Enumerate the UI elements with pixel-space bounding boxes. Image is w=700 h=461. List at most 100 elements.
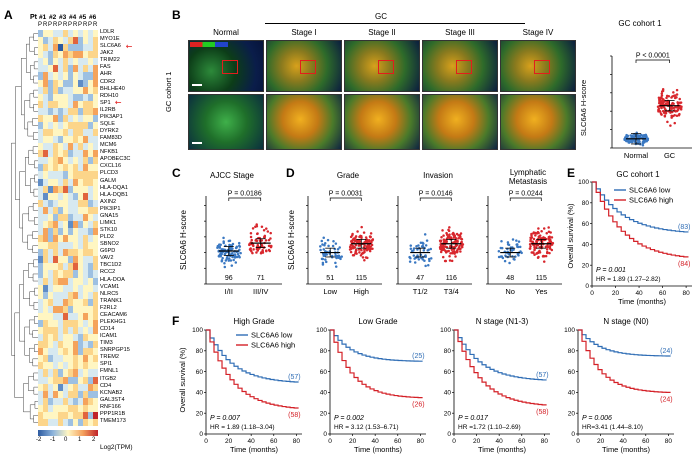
- heatmap-cell: [38, 291, 43, 299]
- gene-label: PIK3AP1: [100, 113, 123, 120]
- y-tick-label: 0: [199, 431, 203, 438]
- x-tick-label: 40: [248, 438, 256, 445]
- heatmap-cell: [93, 362, 98, 370]
- data-point: [354, 235, 358, 238]
- heatmap-cell: [53, 327, 58, 335]
- heatmap-cell: [53, 107, 58, 116]
- data-point: [323, 243, 326, 247]
- data-point: [370, 243, 374, 247]
- heatmap-cell: [88, 185, 93, 193]
- y-axis-label: Overall survival (%): [178, 347, 187, 413]
- heatmap-cell: [83, 136, 88, 144]
- heatmap-cell: [48, 37, 53, 45]
- sample-label: P: [88, 22, 93, 28]
- heatmap-cell: [53, 305, 58, 314]
- heatmap-cell: [43, 136, 48, 144]
- y-tick-label: 60: [196, 369, 204, 376]
- data-point: [416, 248, 419, 251]
- heatmap-cell: [63, 121, 68, 130]
- data-point: [500, 240, 503, 243]
- heatmap-cell: [78, 86, 83, 94]
- data-point: [545, 251, 549, 255]
- heatmap-cell: [68, 37, 73, 45]
- heatmap-cell: [48, 107, 53, 116]
- data-point: [517, 254, 520, 257]
- heatmap-cell: [78, 263, 83, 271]
- sample-count: 51: [326, 275, 334, 282]
- sample-count: 115: [536, 275, 547, 282]
- heatmap-cell: [53, 242, 58, 250]
- data-point: [371, 247, 374, 250]
- data-point: [268, 249, 272, 253]
- heatmap-cell: [83, 263, 88, 271]
- heatmap-cell: [38, 362, 43, 370]
- x-tick-label: 0: [576, 438, 580, 445]
- data-point: [360, 225, 363, 229]
- heatmap-cell: [63, 171, 68, 179]
- dendrogram-branch: [14, 312, 24, 398]
- heatmap-cell: [48, 51, 53, 59]
- gc-header: GC: [375, 12, 387, 21]
- heatmap-cell: [48, 213, 53, 222]
- heatmap-cell: [68, 249, 73, 257]
- y-axis-label: SLC6A6 H-score: [179, 209, 188, 270]
- heatmap-cell: [68, 263, 73, 271]
- heatmap-cell: [53, 58, 58, 66]
- data-point: [266, 230, 270, 233]
- plot-title: High Grade: [234, 317, 275, 326]
- data-point: [539, 237, 543, 240]
- data-point: [363, 258, 366, 262]
- heatmap-cell: [43, 312, 48, 321]
- data-point: [220, 259, 224, 262]
- heatmap-cell: [38, 235, 43, 243]
- heatmap-cell: [93, 228, 98, 236]
- data-point: [351, 238, 355, 241]
- heatmap-cell: [38, 129, 43, 137]
- sample-count: 115: [356, 275, 367, 282]
- data-point: [544, 254, 548, 258]
- heatmap-cell: [73, 334, 78, 342]
- dendrogram-branch: [32, 358, 38, 367]
- heatmap-cell: [93, 185, 98, 193]
- heatmap-cell: [78, 249, 83, 257]
- heatmap-cell: [78, 369, 83, 377]
- x-tick-label: 20: [612, 290, 620, 297]
- heatmap-cell: [63, 334, 68, 342]
- data-point: [409, 244, 413, 247]
- x-axis-label: Time (months): [602, 445, 651, 454]
- gene-label: TREM2: [100, 354, 119, 361]
- survival-curve-low: [578, 329, 671, 357]
- heatmap-cell: [43, 334, 48, 342]
- data-point: [671, 114, 675, 118]
- heatmap-cell: [88, 206, 93, 215]
- data-point: [542, 227, 546, 230]
- sample-count: 116: [446, 275, 457, 282]
- sample-label: P: [68, 22, 73, 28]
- panel-letter-f: F: [172, 314, 180, 328]
- heatmap-cell: [63, 312, 68, 321]
- heatmap-cell: [93, 270, 98, 278]
- n-high: (26): [412, 402, 424, 409]
- heatmap-cell: [48, 93, 53, 101]
- heatmap-cell: [93, 390, 98, 398]
- data-point: [264, 239, 268, 242]
- column-label: Normal: [213, 28, 239, 37]
- data-point: [322, 248, 326, 251]
- heatmap-cell: [63, 376, 68, 384]
- heatmap-cell: [48, 355, 53, 363]
- dendrogram-branch: [33, 61, 38, 70]
- column-label: Stage II: [368, 28, 396, 37]
- heatmap-cell: [88, 312, 93, 321]
- category-label: GC: [664, 151, 676, 160]
- heatmap-cell: [78, 65, 83, 73]
- data-point: [223, 248, 227, 251]
- data-point: [427, 257, 431, 261]
- legend-label-high: SLC6A6 high: [629, 196, 673, 205]
- heatmap-cell: [43, 348, 48, 356]
- heatmap-cell: [48, 383, 53, 391]
- heatmap-cell: [73, 100, 78, 109]
- data-point: [422, 249, 426, 252]
- category-label: Low: [323, 287, 337, 296]
- tissue-image-low-mag: [188, 40, 264, 92]
- heatmap-cell: [43, 44, 48, 52]
